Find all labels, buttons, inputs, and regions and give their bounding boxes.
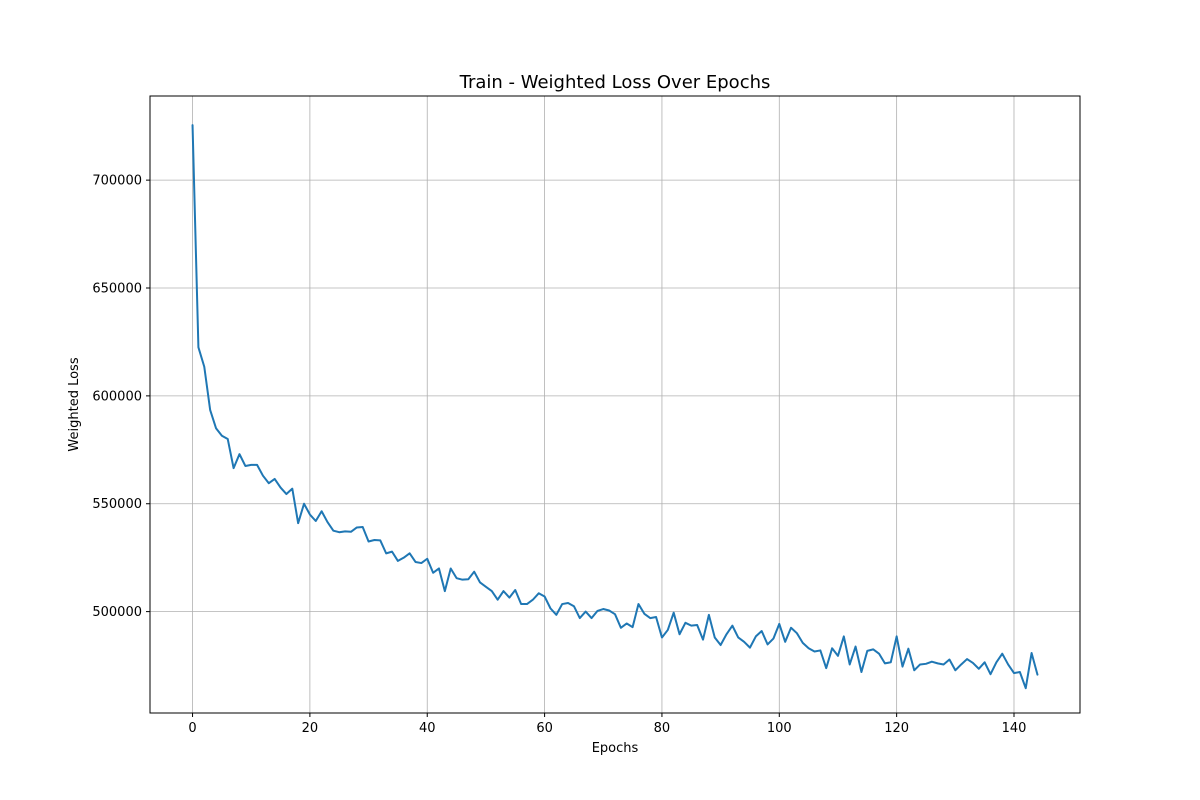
chart-title: Train - Weighted Loss Over Epochs <box>459 72 771 93</box>
y-tick-label: 700000 <box>92 174 142 189</box>
grid-lines <box>150 96 1080 713</box>
y-tick-label: 500000 <box>92 605 142 620</box>
series-line-0 <box>191 124 1039 690</box>
x-tick-label: 140 <box>1002 721 1027 736</box>
plot-area-frame <box>149 95 1081 714</box>
y-axis-ticks: 500000 550000 600000 650000 700000 <box>92 174 150 620</box>
x-axis-label: Epochs <box>592 741 639 756</box>
x-axis-ticks: 0 20 40 60 80 100 120 140 <box>188 713 1026 736</box>
x-tick-label: 80 <box>654 721 671 736</box>
x-tick-label: 120 <box>884 721 909 736</box>
y-axis-label: Weighted Loss <box>67 357 82 451</box>
x-tick-label: 20 <box>302 721 319 736</box>
y-tick-label: 550000 <box>92 497 142 512</box>
x-tick-label: 40 <box>419 721 436 736</box>
y-tick-label: 600000 <box>92 389 142 404</box>
x-tick-label: 60 <box>536 721 553 736</box>
y-tick-label: 650000 <box>92 282 142 297</box>
series-group <box>191 124 1039 690</box>
x-tick-label: 100 <box>767 721 792 736</box>
x-tick-label: 0 <box>188 721 196 736</box>
